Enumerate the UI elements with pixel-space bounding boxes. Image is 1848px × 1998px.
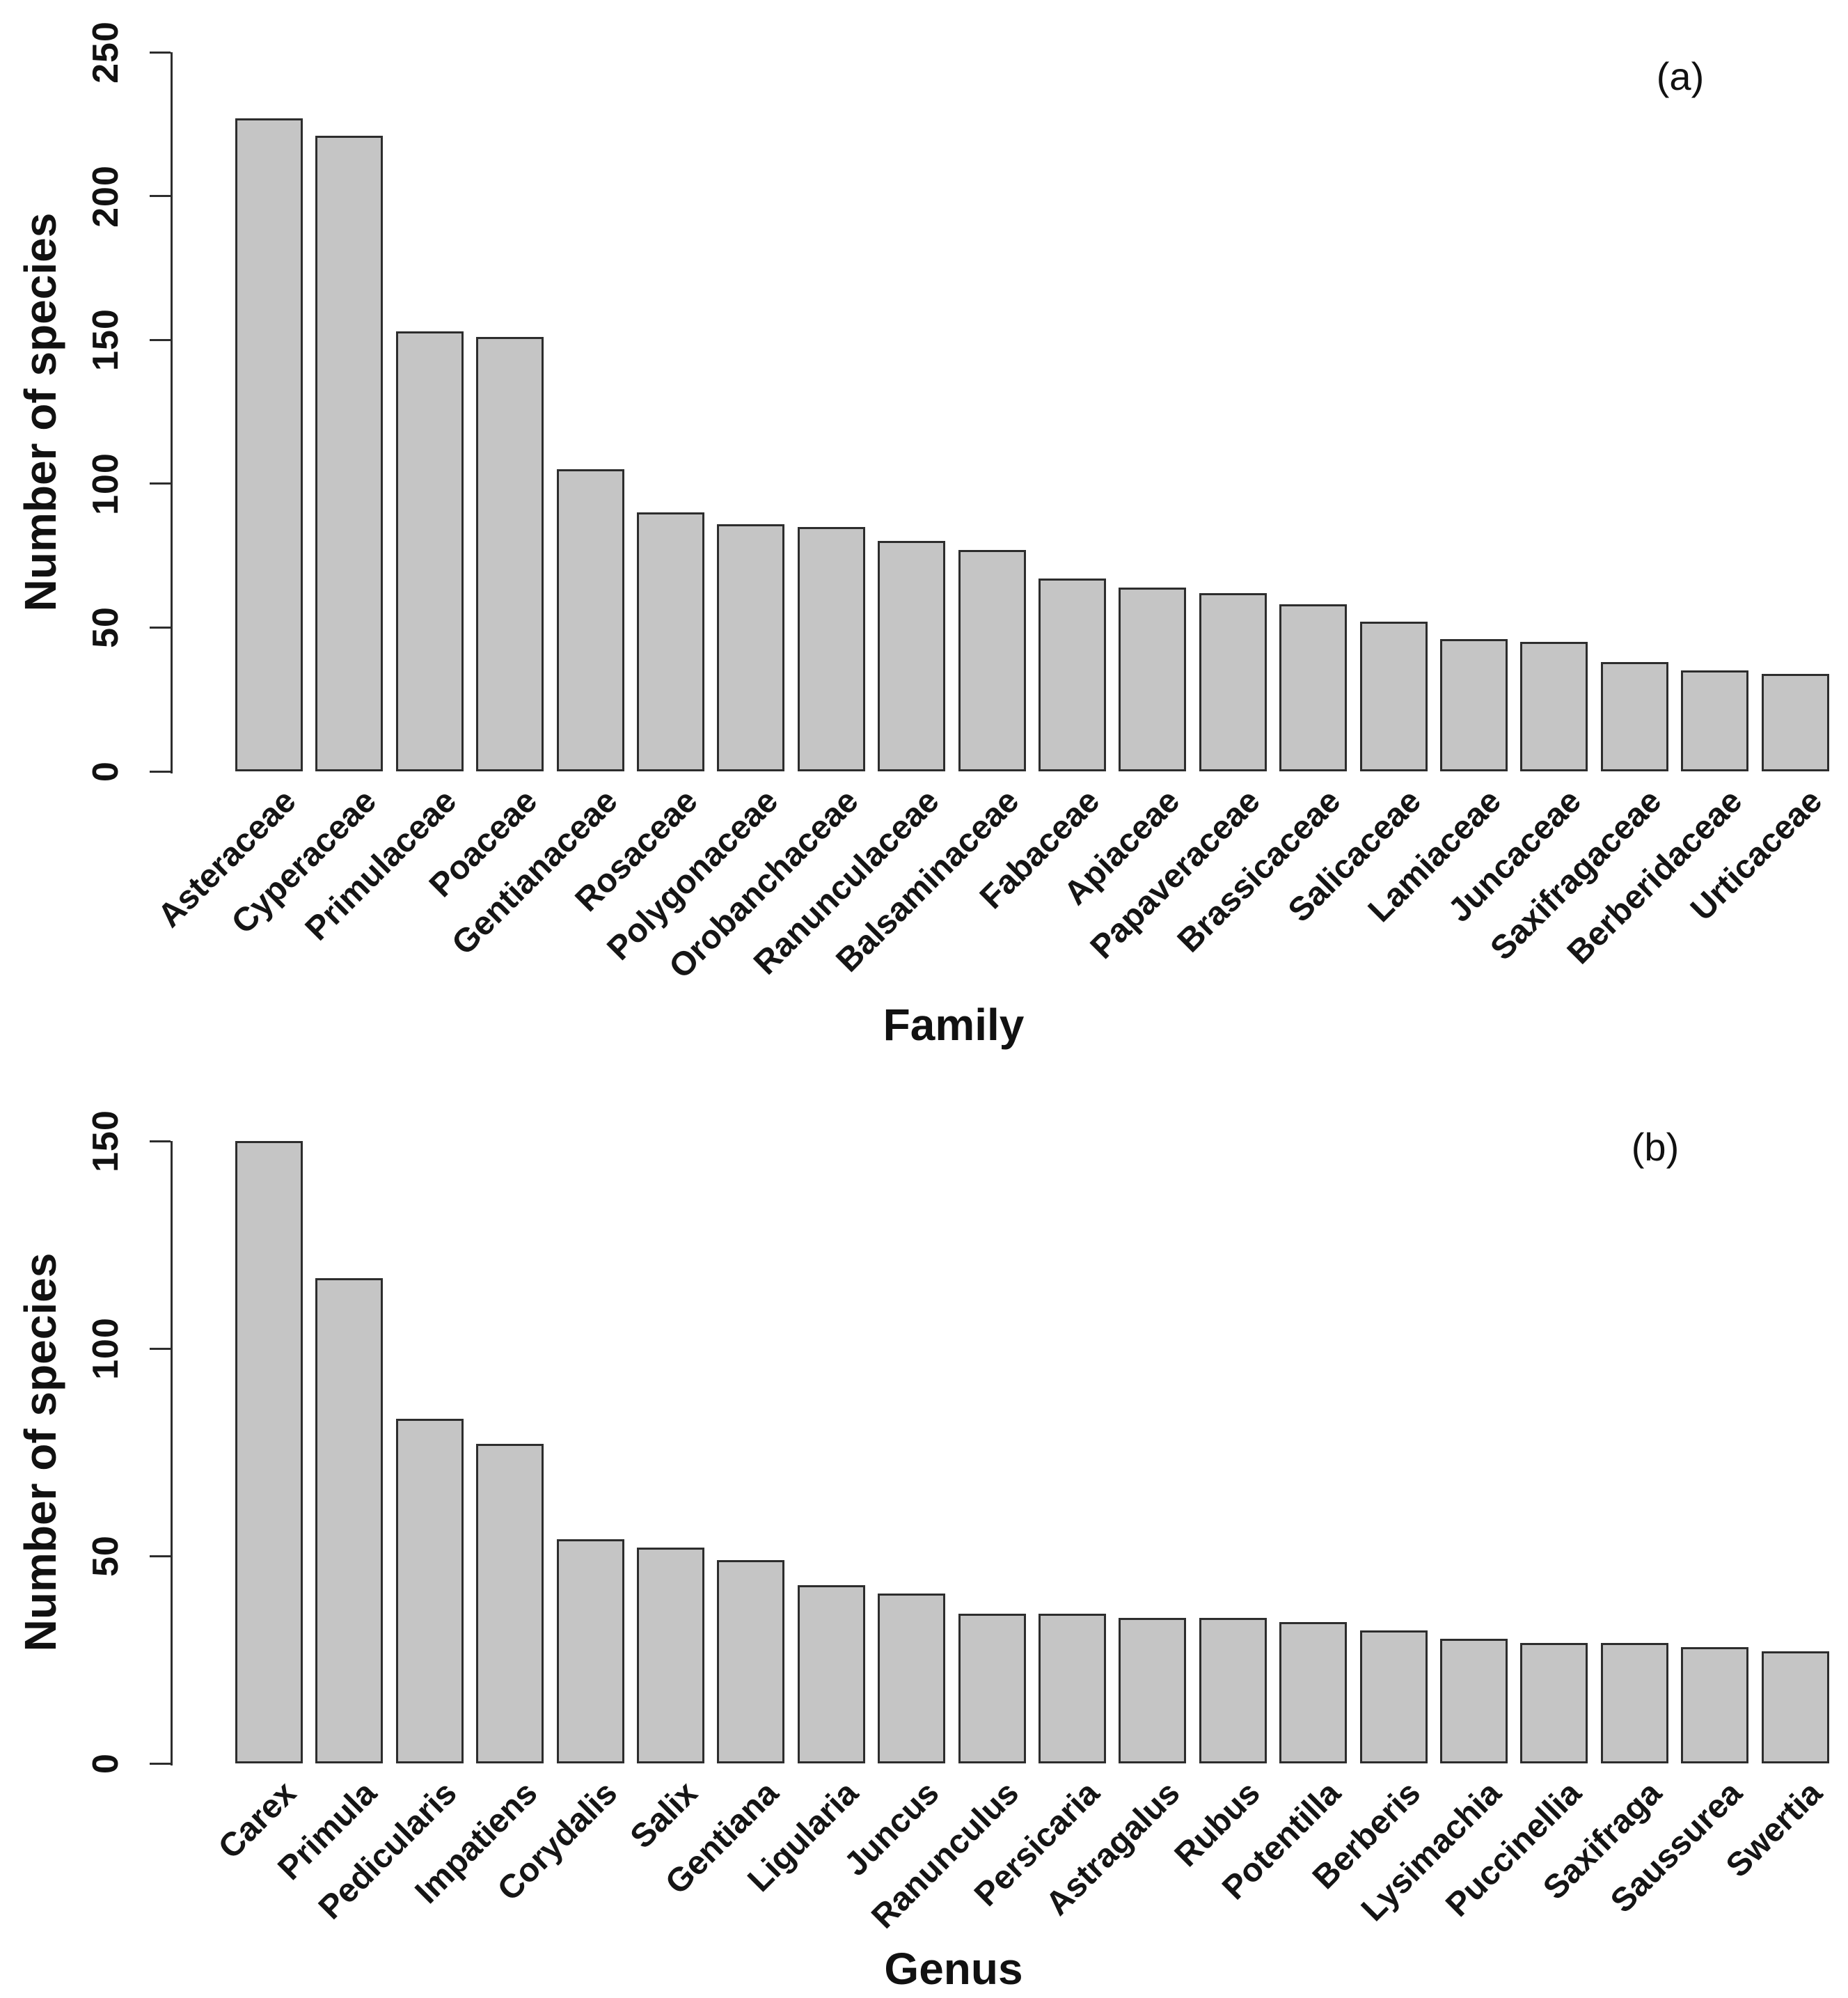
bar-rubus [1199, 1618, 1267, 1763]
bar-potentilla [1279, 1622, 1348, 1763]
bar-primulaceae [395, 331, 464, 771]
y-axis-tick-label: 250 [86, 21, 126, 84]
bar-corydalis [556, 1539, 624, 1763]
bar-juncaceae [1520, 642, 1588, 771]
bar-persicaria [1038, 1614, 1106, 1763]
bar-balsaminaceae [958, 549, 1026, 771]
panel-letter-a: (a) [1656, 54, 1705, 98]
y-axis-tick-label: 200 [86, 164, 126, 228]
y-axis-tick-label: 50 [86, 606, 126, 649]
bar-papaveraceae [1199, 592, 1267, 771]
y-axis-tick-label: 0 [86, 761, 126, 782]
y-axis-tick [150, 626, 171, 629]
y-axis-tick-label: 150 [86, 1110, 126, 1172]
y-axis-tick [150, 195, 171, 198]
bar-swertia [1761, 1651, 1829, 1763]
bar-salicaceae [1359, 622, 1428, 771]
y-axis-title-b: Number of species [15, 1252, 65, 1652]
y-axis-tick-label: 100 [86, 452, 126, 515]
x-axis-title-b: Genus [884, 1944, 1023, 1994]
bar-lamiaceae [1440, 638, 1508, 771]
x-axis-title-a: Family [883, 1000, 1025, 1050]
bar-impatiens [476, 1444, 544, 1763]
y-axis-tick [150, 1140, 171, 1142]
bar-ranunculaceae [878, 541, 946, 771]
bar-saxifraga [1600, 1643, 1668, 1763]
y-axis-line [171, 1141, 173, 1765]
bar-polygonaceae [717, 524, 785, 771]
bar-puccinellia [1520, 1643, 1588, 1763]
y-axis-tick-label: 100 [86, 1317, 126, 1380]
bar-gentianaceae [556, 469, 624, 771]
bar-saxifragaceae [1600, 661, 1668, 771]
panel-letter-b: (b) [1631, 1125, 1680, 1169]
bar-primula [315, 1277, 384, 1763]
y-axis-tick-label: 150 [86, 308, 126, 372]
bar-juncus [878, 1593, 946, 1763]
bar-rosaceae [637, 512, 704, 771]
bar-fabaceae [1038, 579, 1106, 771]
bar-salix [637, 1548, 704, 1763]
bar-cyperaceae [315, 135, 384, 771]
y-axis-line [171, 52, 173, 773]
y-axis-title-a: Number of species [15, 212, 65, 612]
y-axis-tick [150, 1555, 171, 1557]
bar-berberidaceae [1681, 670, 1749, 771]
bar-ranunculus [958, 1614, 1026, 1763]
bar-brassicaceae [1279, 604, 1348, 771]
y-axis-tick [150, 51, 171, 54]
bar-astragalus [1119, 1618, 1187, 1763]
bar-gentiana [717, 1559, 785, 1763]
y-axis-tick-label: 50 [86, 1535, 126, 1577]
bar-carex [235, 1141, 303, 1763]
bar-poaceae [476, 337, 544, 771]
bar-ligularia [797, 1584, 865, 1763]
bar-saussurea [1681, 1647, 1749, 1763]
bar-apiaceae [1119, 587, 1187, 771]
bar-lysimachia [1440, 1639, 1508, 1763]
y-axis-tick-label: 0 [86, 1753, 126, 1774]
y-axis-tick [150, 1762, 171, 1765]
y-axis-tick [150, 1347, 171, 1350]
bar-orobanchaceae [797, 526, 865, 771]
bar-asteraceae [235, 118, 303, 771]
y-axis-tick [150, 770, 171, 773]
bar-pedicularis [395, 1419, 464, 1763]
bar-urticaceae [1761, 673, 1829, 771]
bar-berberis [1359, 1630, 1428, 1763]
y-axis-tick [150, 338, 171, 341]
y-axis-tick [150, 482, 171, 485]
